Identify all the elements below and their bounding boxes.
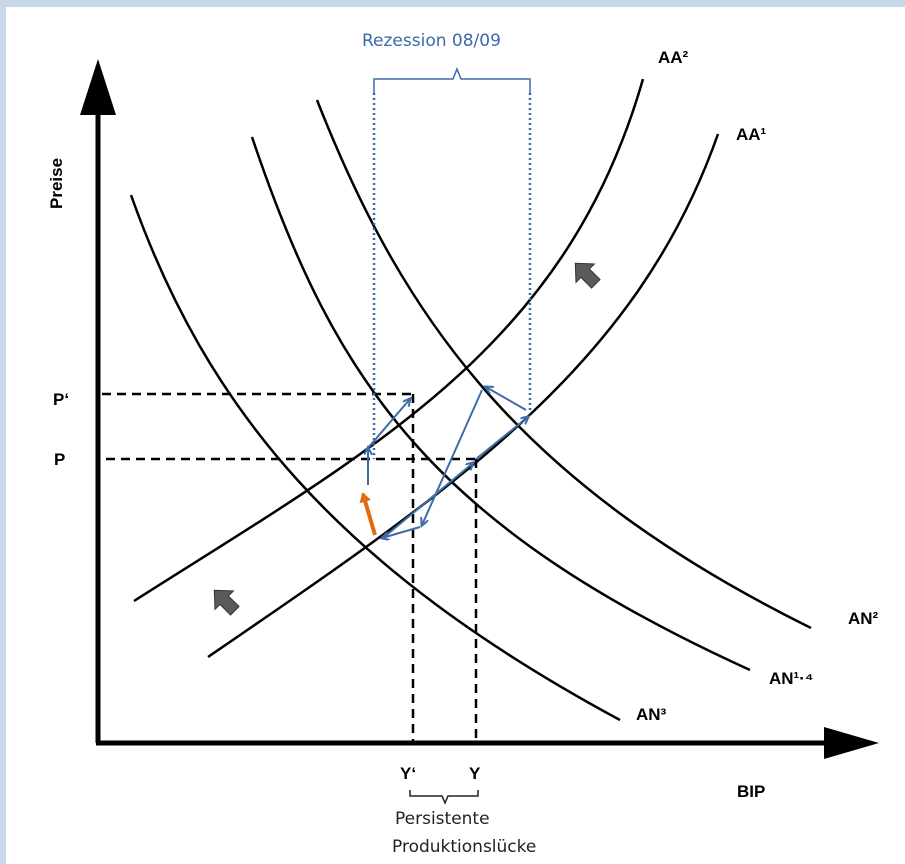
upper-shift-arrow-icon	[574, 262, 601, 289]
axes	[80, 59, 879, 759]
gap-label-line2: Produktionslücke	[392, 837, 536, 857]
aa2-label: AA²	[658, 48, 689, 67]
aa1-label: AA¹	[736, 125, 767, 144]
recession-brace	[373, 66, 531, 93]
aa2-curve	[133, 78, 645, 603]
y-tick-label: Y	[469, 764, 481, 783]
curves	[129, 78, 812, 722]
aa1-curve	[207, 133, 720, 659]
y-axis-label: Preise	[47, 158, 66, 209]
an14-curve	[250, 136, 751, 672]
recession-bracket	[372, 66, 532, 459]
an14-label: AN¹·⁴	[769, 669, 813, 688]
lower-shift-arrow-icon	[213, 589, 240, 616]
p-tick-label: P	[54, 450, 65, 469]
path-arrow-7	[367, 399, 410, 449]
adjustment-path	[368, 387, 528, 538]
ad-as-diagram: Preise BIP P‘ P Y‘ Y AA² AA¹ AN² AN¹·⁴ A…	[47, 31, 879, 857]
orange-shift-arrow	[359, 492, 377, 536]
gap-brace	[409, 790, 479, 805]
an2-curve	[315, 99, 812, 630]
path-arrow-2	[486, 387, 527, 411]
path-arrow-3	[422, 389, 483, 525]
path-arrow-4	[382, 526, 421, 538]
y-prime-tick-label: Y‘	[400, 764, 416, 783]
an3-curve	[129, 194, 621, 722]
p-prime-tick-label: P‘	[53, 390, 69, 409]
y-axis-arrowhead	[80, 59, 116, 115]
x-axis-arrowhead	[824, 727, 879, 759]
path-arrow-1	[475, 417, 528, 460]
x-axis-label: BIP	[737, 782, 765, 801]
diagram-frame: Preise BIP P‘ P Y‘ Y AA² AA¹ AN² AN¹·⁴ A…	[6, 7, 905, 864]
an3-label: AN³	[636, 705, 667, 724]
path-arrow-5	[382, 463, 473, 539]
reference-lines	[102, 392, 478, 743]
big-shift-arrows	[213, 262, 601, 616]
gap-label-line1: Persistente	[395, 809, 490, 829]
recession-label: Rezession 08/09	[362, 31, 501, 51]
an2-label: AN²	[848, 609, 879, 628]
